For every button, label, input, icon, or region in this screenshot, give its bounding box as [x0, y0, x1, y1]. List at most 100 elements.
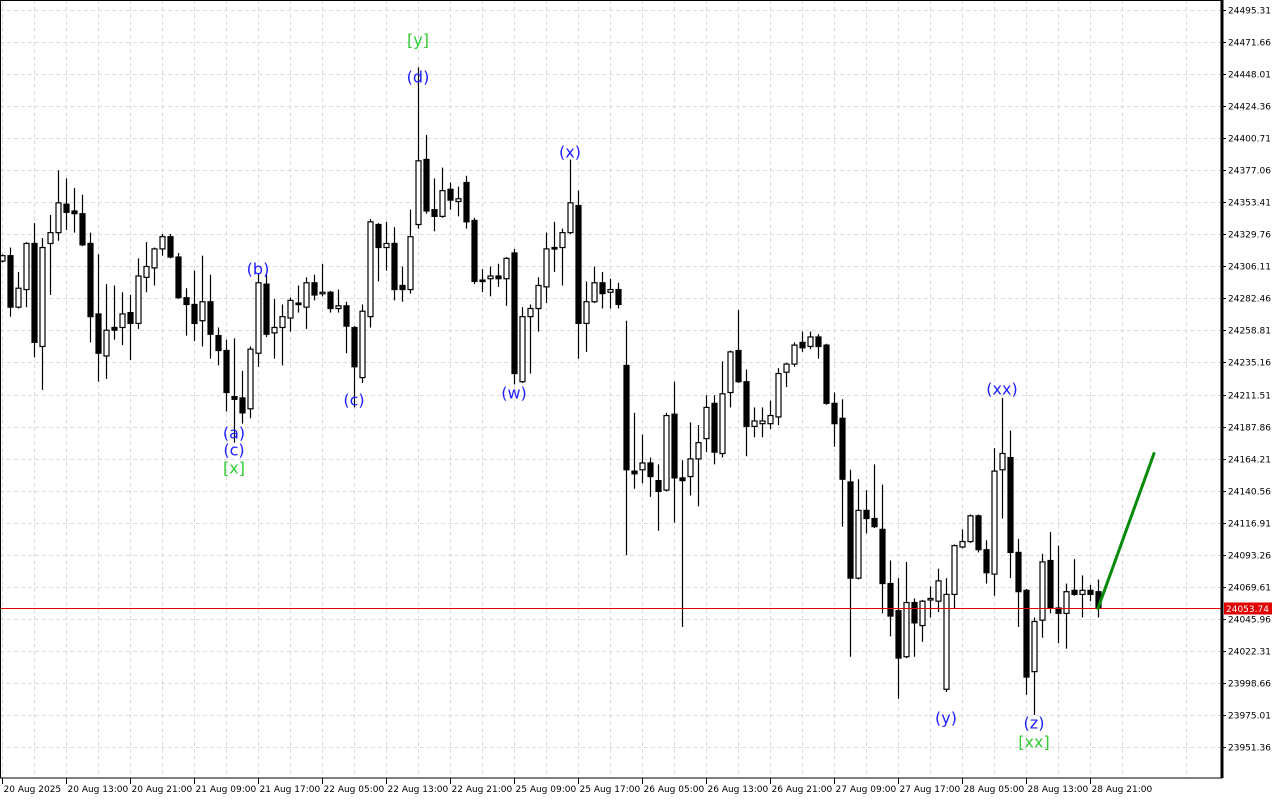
- candle-body-bull: [583, 301, 590, 325]
- candle-body-bull: [247, 348, 254, 410]
- y-tick-label: 24116.91: [1228, 520, 1271, 530]
- candle-body-bear: [655, 479, 662, 493]
- candle-body-bear: [983, 549, 990, 574]
- candle-body-bear: [63, 203, 70, 213]
- y-tick-label: 24093.26: [1228, 552, 1271, 562]
- candle-body-bull: [607, 288, 614, 293]
- overlays: [0, 451, 1222, 610]
- candle-body-bull: [1039, 561, 1046, 621]
- x-tick-label: 26 Aug 13:00: [708, 785, 769, 795]
- candle: [991, 448, 998, 596]
- candle-body-bear: [479, 279, 486, 283]
- candle: [223, 339, 230, 412]
- x-tick-label: 22 Aug 05:00: [324, 785, 385, 795]
- candle-body-bull: [943, 593, 950, 690]
- candle-body-bull: [903, 601, 910, 658]
- candle-body-bull: [23, 242, 30, 291]
- candle: [567, 159, 574, 234]
- candle: [903, 561, 910, 659]
- candle: [1015, 538, 1022, 627]
- candle: [919, 599, 926, 642]
- wave-label: (c): [223, 440, 244, 459]
- candle: [759, 407, 766, 438]
- candle: [799, 331, 806, 352]
- candle-body-bull: [143, 265, 150, 278]
- candle: [47, 215, 54, 295]
- candle: [7, 247, 14, 317]
- candle-body-bear: [87, 242, 94, 318]
- candle: [199, 255, 206, 347]
- candle: [663, 412, 670, 492]
- candle-body-bull: [687, 458, 694, 478]
- candle-body-bull: [407, 236, 414, 291]
- wave-label: (d): [407, 67, 430, 86]
- candle-body-bull: [367, 221, 374, 318]
- candle-body-bear: [799, 341, 806, 349]
- candle: [767, 400, 774, 430]
- candles: [0, 67, 1102, 715]
- y-tick-label: 23951.36: [1228, 744, 1271, 754]
- x-tick-label: 25 Aug 17:00: [580, 785, 641, 795]
- candle-body-bear: [167, 236, 174, 258]
- candle: [871, 464, 878, 529]
- y-tick-label: 23998.66: [1228, 680, 1271, 690]
- candle: [151, 247, 158, 286]
- candle-body-bear: [551, 246, 558, 250]
- candle: [951, 544, 958, 608]
- candle: [279, 304, 286, 366]
- candle-body-bull: [55, 202, 62, 234]
- candle-body-bear: [111, 326, 118, 331]
- candle: [655, 464, 662, 531]
- candle-body-bear: [623, 364, 630, 471]
- candle-body-bull: [135, 275, 142, 325]
- candle: [271, 299, 278, 359]
- x-tick-label: 28 Aug 05:00: [964, 785, 1025, 795]
- candle: [63, 178, 70, 230]
- y-tick-label: 24164.21: [1228, 456, 1271, 466]
- candle-body-bull: [335, 305, 342, 310]
- candle: [511, 248, 518, 385]
- y-tick-label: 24424.36: [1228, 103, 1271, 113]
- x-tick-label: 28 Aug 21:00: [1092, 785, 1153, 795]
- candle: [351, 326, 358, 408]
- x-tick-label: 25 Aug 09:00: [516, 785, 577, 795]
- candle-body-bull: [951, 545, 958, 596]
- candle: [719, 361, 726, 458]
- candle: [927, 586, 934, 618]
- candle-body-bull: [47, 232, 54, 245]
- wave-label: (xx): [986, 380, 1017, 399]
- candle-body-bull: [703, 406, 710, 440]
- wave-labels: (a)(c)[x](b)(c)[y](d)(w)(x)(xx)(y) (z)[xx…: [223, 30, 1050, 751]
- candle: [191, 270, 198, 342]
- candle: [79, 194, 86, 247]
- candle: [887, 560, 894, 637]
- candle: [607, 278, 614, 309]
- candle-body-bull: [783, 363, 790, 373]
- candle: [583, 281, 590, 352]
- candle-body-bear: [327, 291, 334, 310]
- candle-body-bull: [919, 600, 926, 627]
- candle: [327, 290, 334, 313]
- y-tick-label: 24211.51: [1228, 392, 1271, 402]
- x-tick-label: 26 Aug 21:00: [772, 785, 833, 795]
- candle: [487, 266, 494, 297]
- candle-body-bear: [1007, 456, 1014, 554]
- y-tick-label: 24258.81: [1228, 327, 1271, 337]
- y-tick-label: 24448.01: [1228, 71, 1271, 81]
- candle-body-bear: [423, 158, 430, 212]
- candle-body-bear: [895, 610, 902, 659]
- candle: [935, 568, 942, 613]
- candle-body-bear: [839, 417, 846, 480]
- candle-body-bear: [815, 336, 822, 348]
- candle-body-bull: [303, 282, 310, 308]
- candle-body-bull: [935, 580, 942, 602]
- candle-body-bear: [447, 188, 454, 201]
- candle: [399, 266, 406, 302]
- candle-body-bear: [1023, 589, 1030, 678]
- candle: [727, 350, 734, 408]
- candle: [599, 271, 606, 309]
- candle: [743, 369, 750, 457]
- x-tick-label: 27 Aug 17:00: [900, 785, 961, 795]
- candle: [111, 285, 118, 340]
